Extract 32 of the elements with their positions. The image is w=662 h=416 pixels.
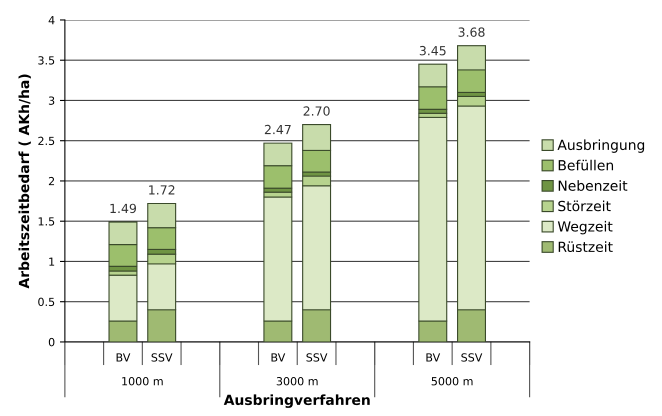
total-label: 3.68 <box>458 27 485 37</box>
y-tick-label: 4 <box>48 16 55 24</box>
y-tick-label: 3.5 <box>38 56 54 65</box>
legend-label: Nebenzeit <box>558 180 628 191</box>
text: 5000 m <box>432 377 473 386</box>
total-label: 3.45 <box>420 46 446 56</box>
x-tick-label: BV <box>116 353 130 362</box>
x-tick-label: SSV <box>306 353 328 362</box>
y-tick-label: 1.5 <box>38 217 54 226</box>
legend-label: Ausbringung <box>557 139 644 153</box>
legend-label: Rüstzeit <box>558 241 613 252</box>
legend-label: Wegzeit <box>558 220 612 234</box>
y-tick-label: 3 <box>48 96 54 105</box>
total-label: 2.70 <box>304 106 330 116</box>
y-tick-label: 0.5 <box>38 298 54 306</box>
y-axis-title: Arbeitszeitbedarf ( AKh/ha) <box>18 74 31 288</box>
text: 3000 m <box>276 377 318 386</box>
y-tick-label: 2.5 <box>38 136 54 146</box>
total-label: 1.72 <box>149 185 174 194</box>
total-label: 2.47 <box>264 124 291 134</box>
x-tick-label: SSV <box>152 353 172 362</box>
y-tick-label: 1 <box>49 258 54 266</box>
text: 1000 m <box>122 377 163 386</box>
legend-label: Störzeit <box>558 200 611 212</box>
y-tick-label: 2 <box>48 176 54 186</box>
x-tick-label: BV <box>426 353 440 362</box>
y-tick-label: 0 <box>48 338 54 346</box>
x-axis-title: Ausbringverfahren <box>224 394 370 408</box>
legend-label: Befüllen <box>558 160 614 171</box>
x-tick-label: BV <box>272 353 286 362</box>
total-label: 1.49 <box>110 204 136 214</box>
x-tick-label: SSV <box>461 353 482 362</box>
